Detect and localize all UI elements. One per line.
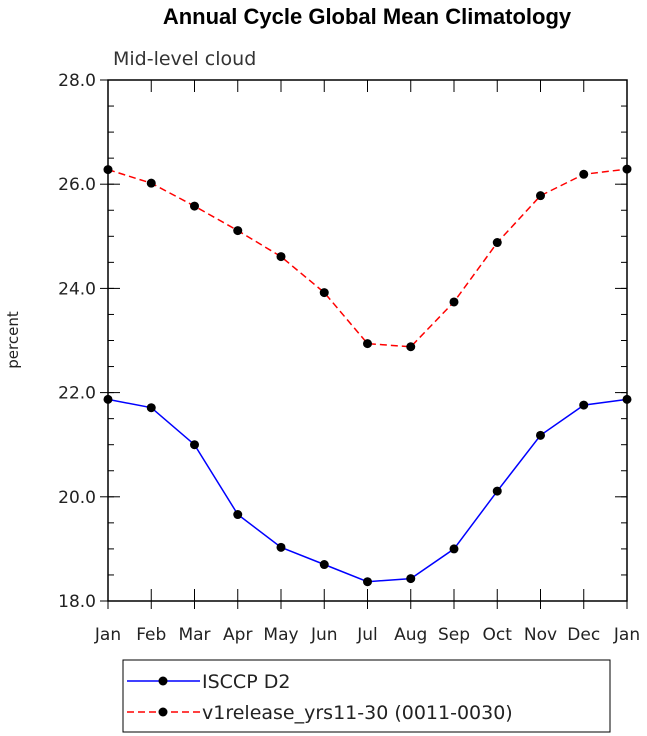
y-tick-label: 20.0 xyxy=(58,488,96,508)
series-1-point xyxy=(449,297,459,307)
series-0-point xyxy=(276,542,286,552)
series-0-point xyxy=(449,544,459,554)
x-tick-label: Mar xyxy=(178,625,210,645)
y-tick-label: 18.0 xyxy=(58,592,96,612)
y-axis-label: percent xyxy=(4,311,22,369)
series-layer xyxy=(103,164,632,587)
legend-marker-isccp xyxy=(158,676,168,686)
series-1-point xyxy=(233,226,243,236)
series-0-point xyxy=(190,440,199,450)
x-tick-label: Apr xyxy=(223,625,252,645)
x-tick-label: May xyxy=(263,625,298,645)
x-tick-labels: Jan Feb Mar Apr May Jun Jul Aug Sep Oct Nov Dec Jan xyxy=(94,625,640,645)
y-tick-label: 28.0 xyxy=(58,71,96,91)
x-tick-label: Dec xyxy=(567,625,600,645)
legend-entry-v1release: v1release_yrs11-30 (0011-0030) xyxy=(127,702,513,724)
chart-title: Annual Cycle Global Mean Climatology xyxy=(163,4,572,29)
series-0-point xyxy=(103,394,113,404)
series-line-0 xyxy=(107,398,628,583)
series-1-point xyxy=(319,288,329,298)
legend-label-isccp: ISCCP D2 xyxy=(202,671,290,693)
x-tick-label: Oct xyxy=(483,625,513,645)
series-1-point xyxy=(190,201,199,211)
series-1-point xyxy=(622,164,632,174)
y-tick-label: 24.0 xyxy=(58,279,96,299)
x-tick-label: Jan xyxy=(94,625,121,645)
series-0-point xyxy=(492,486,502,496)
series-1-point xyxy=(146,178,156,188)
legend-label-v1release: v1release_yrs11-30 (0011-0030) xyxy=(202,702,513,724)
series-line-1 xyxy=(107,168,628,348)
series-1-point xyxy=(579,169,589,179)
x-tick-label: Jan xyxy=(613,625,640,645)
x-tick-label: Feb xyxy=(136,625,166,645)
legend-box xyxy=(122,659,611,733)
series-0-point xyxy=(622,394,632,404)
y-tick-labels: 18.0 20.0 22.0 24.0 26.0 28.0 xyxy=(58,71,96,612)
series-0-point xyxy=(406,574,416,584)
series-1-point xyxy=(276,252,286,262)
chart-subtitle: Mid-level cloud xyxy=(113,48,256,70)
series-0-point xyxy=(319,560,329,570)
y-tick-label: 26.0 xyxy=(58,175,96,195)
series-1-point xyxy=(363,339,372,349)
series-0-point xyxy=(233,510,243,520)
series-1-point xyxy=(406,342,416,352)
x-tick-label: Jul xyxy=(356,625,378,645)
series-0-point xyxy=(579,400,589,410)
legend-marker-v1release xyxy=(158,707,168,717)
major-ticks xyxy=(100,79,628,609)
series-1-point xyxy=(103,165,113,175)
x-tick-label: Nov xyxy=(524,625,557,645)
x-tick-label: Aug xyxy=(394,625,427,645)
series-1-point xyxy=(536,191,545,201)
series-0-point xyxy=(146,403,156,413)
x-tick-label: Sep xyxy=(438,625,470,645)
x-tick-label: Jun xyxy=(310,625,338,645)
series-1-point xyxy=(492,238,502,248)
series-0-point xyxy=(363,577,372,587)
legend-entry-isccp: ISCCP D2 xyxy=(127,671,290,693)
y-tick-label: 22.0 xyxy=(58,384,96,404)
series-0-point xyxy=(536,430,545,440)
